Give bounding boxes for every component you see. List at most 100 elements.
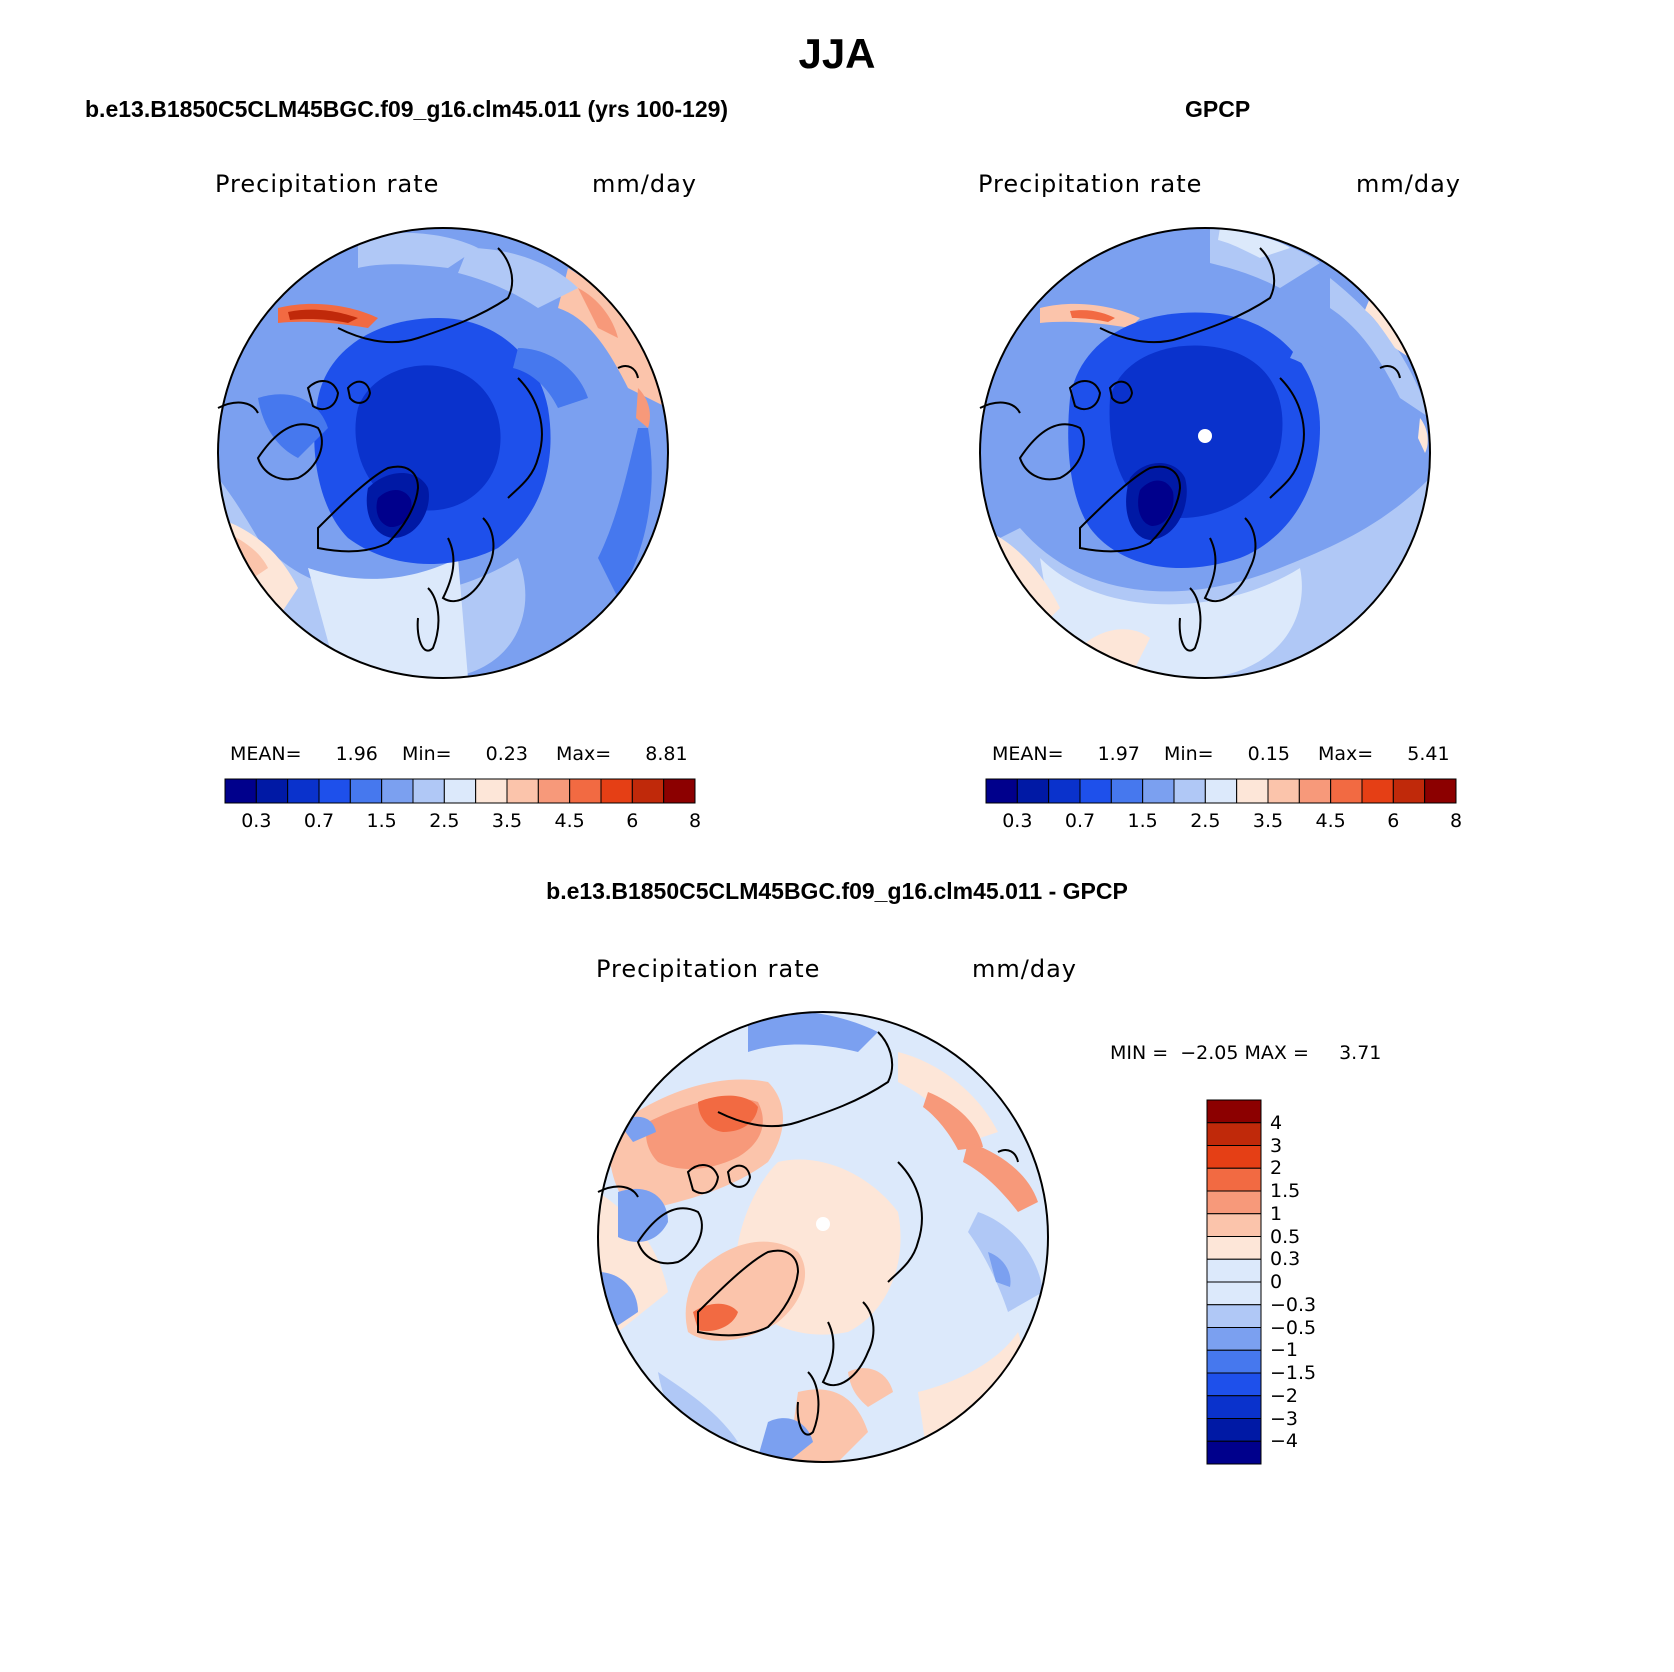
model-variable-label: Precipitation rate: [215, 170, 440, 198]
model-case-title: b.e13.B1850C5CLM45BGC.f09_g16.clm45.011 …: [85, 96, 729, 122]
colorbar-tick-label: 3.5: [491, 810, 523, 832]
colorbar-tick-label: −1.5: [1270, 1362, 1317, 1384]
model-stats: MEAN= 1.96 Min= 0.23 Max= 8.81: [230, 743, 688, 765]
colorbar-box: [1110, 778, 1144, 804]
colorbar-tick-label: 6: [1387, 810, 1400, 832]
colorbar-box: [985, 778, 1018, 804]
obs-max-value: 5.41: [1407, 743, 1450, 765]
colorbar-tick-label: 3: [1270, 1134, 1283, 1157]
obs-colorbar-ticks: 0.3 0.7 1.5 2.5 3.5 4.5 6 8: [986, 810, 1462, 834]
colorbar-tick-label: 8: [1449, 810, 1463, 832]
colorbar-tick-label: 4.5: [554, 810, 585, 832]
colorbar-tick-label: 4: [1270, 1111, 1283, 1134]
model-min-value: 0.23: [485, 743, 528, 765]
diff-case-title: b.e13.B1850C5CLM45BGC.f09_g16.clm45.011 …: [546, 878, 1128, 904]
diff-variable-label: Precipitation rate: [596, 955, 821, 983]
obs-colorbar: [985, 778, 1457, 804]
colorbar-box: [1173, 778, 1206, 804]
model-polar-map: [217, 227, 669, 679]
colorbar-box: [1298, 778, 1332, 804]
colorbar-box: [1206, 1395, 1262, 1419]
colorbar-box: [569, 778, 602, 804]
colorbar-box: [255, 778, 289, 804]
colorbar-tick-label: 0.7: [303, 810, 335, 832]
colorbar-box: [1206, 1349, 1262, 1374]
diff-min-max: MIN = −2.05 MAX = 3.71: [1110, 1042, 1382, 1064]
obs-mean-label: MEAN=: [992, 743, 1064, 765]
obs-units-label: mm/day: [1356, 170, 1461, 198]
diff-units-label: mm/day: [972, 955, 1077, 983]
colorbar-tick-label: −3: [1270, 1407, 1299, 1430]
colorbar-tick-label: 3.5: [1252, 810, 1284, 832]
model-units-label: mm/day: [592, 170, 697, 198]
colorbar-box: [1392, 778, 1426, 804]
obs-polar-map: [979, 227, 1431, 679]
colorbar-box: [1206, 1236, 1262, 1260]
figure-title: JJA: [798, 30, 876, 77]
colorbar-box: [663, 778, 696, 804]
colorbar-box: [1079, 778, 1112, 804]
colorbar-box: [1204, 778, 1238, 804]
colorbar-box: [1206, 1327, 1262, 1351]
colorbar-tick-label: 0.7: [1064, 810, 1096, 832]
colorbar-box: [475, 778, 508, 804]
colorbar-tick-label: 2.5: [429, 810, 460, 832]
colorbar-tick-label: −1: [1270, 1339, 1299, 1362]
colorbar-tick-label: 2: [1270, 1157, 1283, 1180]
colorbar-box: [1206, 1099, 1262, 1124]
colorbar-box: [1206, 1281, 1262, 1306]
colorbar-tick-label: 4.5: [1315, 810, 1346, 832]
colorbar-box: [318, 778, 351, 804]
colorbar-box: [1424, 778, 1457, 804]
colorbar-box: [1016, 778, 1050, 804]
obs-stats: MEAN= 1.97 Min= 0.15 Max= 5.41: [992, 743, 1450, 765]
obs-min-label: Min=: [1163, 743, 1214, 765]
colorbar-box: [506, 778, 539, 804]
colorbar-tick-label: 0.5: [1270, 1225, 1301, 1248]
colorbar-tick-label: 1.5: [1127, 810, 1158, 832]
colorbar-tick-label: 1: [1270, 1202, 1283, 1225]
model-mean-label: MEAN=: [230, 743, 302, 765]
model-mean-value: 1.96: [335, 743, 378, 765]
colorbar-tick-label: 0.3: [241, 810, 272, 832]
colorbar-box: [631, 778, 665, 804]
model-max-label: Max=: [555, 743, 612, 765]
obs-min-value: 0.15: [1247, 743, 1290, 765]
diff-polar-map: [597, 1011, 1049, 1463]
colorbar-box: [1236, 778, 1269, 804]
obs-variable-label: Precipitation rate: [978, 170, 1203, 198]
colorbar-tick-label: 0.3: [1002, 810, 1033, 832]
colorbar-tick-label: −2: [1270, 1384, 1299, 1407]
colorbar-box: [1206, 1190, 1262, 1215]
obs-mean-value: 1.97: [1097, 743, 1140, 765]
colorbar-box: [1206, 1304, 1262, 1328]
colorbar-box: [1206, 1258, 1262, 1283]
colorbar-box: [1330, 778, 1363, 804]
colorbar-box: [600, 778, 633, 804]
colorbar-box: [381, 778, 414, 804]
model-colorbar-ticks: 0.3 0.7 1.5 2.5 3.5 4.5 6 8: [225, 810, 701, 834]
colorbar-tick-label: 6: [626, 810, 639, 832]
diff-colorbar-ticks: 4 3 2 1.5 1 0.5 0.3 0 −0.3 −0.5 −1 −1.5 −2 −3 −4: [1270, 1100, 1360, 1464]
colorbar-box: [1361, 778, 1394, 804]
colorbar-box: [1267, 778, 1300, 804]
colorbar-tick-label: 0: [1270, 1271, 1283, 1293]
colorbar-tick-label: 1.5: [1270, 1180, 1301, 1202]
colorbar-box: [1142, 778, 1175, 804]
colorbar-tick-label: −0.3: [1270, 1293, 1317, 1316]
colorbar-box: [1206, 1418, 1262, 1442]
model-colorbar: [224, 778, 696, 804]
model-min-label: Min=: [401, 743, 452, 765]
colorbar-box: [1048, 778, 1081, 804]
colorbar-box: [537, 778, 571, 804]
colorbar-box: [287, 778, 320, 804]
colorbar-box: [1206, 1167, 1262, 1192]
colorbar-box: [224, 778, 257, 804]
colorbar-box: [1206, 1145, 1262, 1169]
colorbar-tick-label: 0.3: [1270, 1248, 1301, 1271]
colorbar-box: [1206, 1213, 1262, 1237]
diff-colorbar: [1206, 1099, 1262, 1465]
colorbar-box: [412, 778, 445, 804]
obs-case-title: GPCP: [1185, 96, 1251, 122]
colorbar-box: [1206, 1372, 1262, 1397]
